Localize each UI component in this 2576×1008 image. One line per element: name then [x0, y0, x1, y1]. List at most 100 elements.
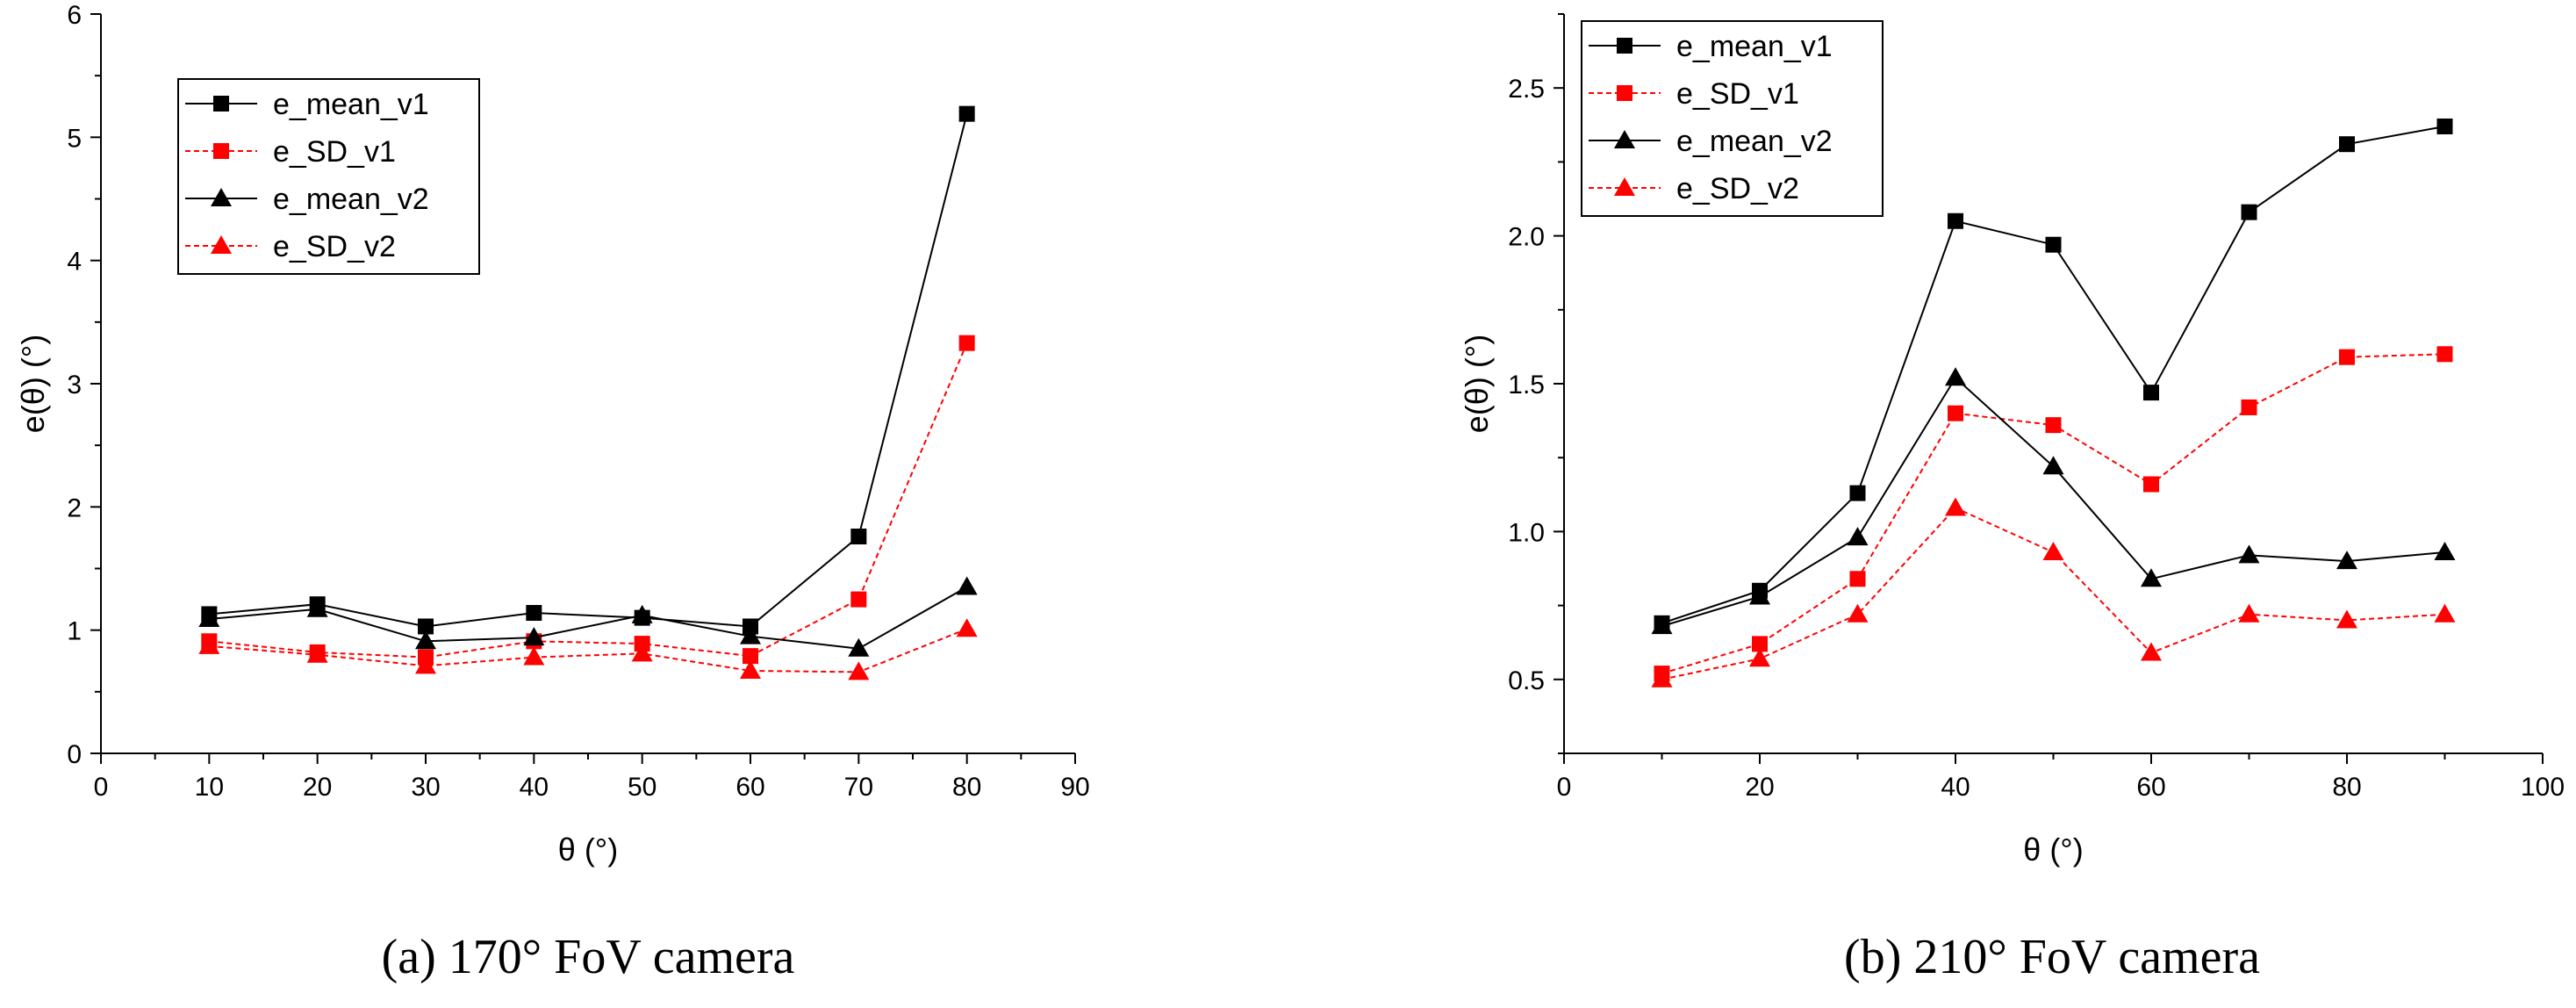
- data-point-e_SD_v2: [198, 635, 220, 654]
- data-point-e_SD_v2: [1945, 497, 1966, 516]
- data-point-e_SD_v2: [2238, 603, 2260, 623]
- data-point-e_mean_v2: [848, 637, 870, 657]
- data-point-e_SD_v1: [2436, 346, 2453, 363]
- legend-marker: [1617, 38, 1632, 54]
- x-tick-label: 80: [2332, 773, 2361, 802]
- data-point-e_mean_v1: [2045, 236, 2062, 253]
- data-point-e_mean_v2: [2434, 541, 2456, 560]
- series-line-e_SD_v1: [1661, 353, 2445, 675]
- series-line-e_SD_v2: [1661, 507, 2445, 680]
- data-point-e_mean_v1: [2143, 385, 2159, 401]
- data-point-e_SD_v2: [1847, 603, 1869, 623]
- data-point-e_SD_v2: [523, 646, 545, 666]
- data-point-e_mean_v2: [415, 630, 436, 650]
- x-tick-label: 50: [628, 773, 657, 802]
- data-point-e_mean_v1: [2436, 118, 2453, 134]
- data-point-e_mean_v2: [1749, 586, 1770, 605]
- data-point-e_SD_v1: [743, 648, 758, 665]
- data-point-e_mean_v1: [2241, 204, 2257, 220]
- legend-label: e_mean_v1: [1676, 30, 1833, 63]
- data-point-e_mean_v2: [2238, 544, 2260, 564]
- y-tick-label: 6: [67, 1, 82, 30]
- data-point-e_mean_v1: [850, 529, 867, 545]
- legend-marker: [1617, 85, 1632, 101]
- legend-label: e_SD_v2: [1676, 172, 1799, 205]
- x-tick-label: 20: [303, 773, 332, 802]
- legend-marker: [213, 96, 229, 112]
- x-tick-label: 90: [1060, 773, 1089, 802]
- y-tick-label: 0: [67, 740, 82, 769]
- legend-label: e_SD_v2: [273, 230, 396, 263]
- data-point-e_SD_v2: [2042, 541, 2064, 560]
- data-point-e_mean_v2: [198, 608, 220, 628]
- series-line-e_SD_v2: [209, 628, 968, 673]
- series-line-e_mean_v2: [209, 586, 968, 650]
- legend-label: e_mean_v2: [1676, 125, 1833, 158]
- data-point-e_mean_v1: [526, 605, 542, 622]
- x-tick-label: 0: [1557, 773, 1572, 802]
- data-point-e_SD_v2: [848, 661, 870, 680]
- data-point-e_SD_v1: [850, 591, 867, 608]
- y-axis-label: e(θ) (°): [1459, 335, 1495, 433]
- legend-label: e_mean_v1: [273, 88, 429, 121]
- legend-label: e_SD_v1: [1676, 77, 1799, 111]
- legend-marker: [1614, 177, 1635, 196]
- data-point-e_mean_v2: [1945, 367, 1966, 386]
- x-tick-label: 100: [2521, 773, 2565, 802]
- y-tick-label: 1.5: [1508, 371, 1545, 400]
- data-point-e_mean_v2: [1847, 527, 1869, 546]
- data-point-e_SD_v1: [2143, 476, 2159, 493]
- data-point-e_SD_v2: [631, 643, 653, 662]
- data-point-e_mean_v2: [956, 576, 978, 595]
- x-tick-label: 80: [952, 773, 981, 802]
- y-tick-label: 2.0: [1508, 223, 1545, 252]
- data-point-e_SD_v1: [1849, 571, 1866, 587]
- data-point-e_SD_v2: [415, 655, 436, 674]
- figure-caption: (b) 210° FoV camera: [1844, 930, 2260, 984]
- legend-marker: [1614, 130, 1635, 148]
- data-point-e_SD_v1: [958, 335, 975, 351]
- data-point-e_SD_v1: [1752, 636, 1768, 652]
- series-line-e_mean_v2: [1661, 376, 2445, 628]
- data-point-e_mean_v2: [2141, 568, 2162, 587]
- y-tick-label: 3: [67, 371, 82, 400]
- legend-marker: [211, 235, 232, 254]
- data-point-e_mean_v1: [958, 105, 975, 122]
- data-point-e_mean_v2: [1651, 616, 1673, 635]
- y-tick-label: 4: [67, 248, 82, 277]
- data-point-e_SD_v1: [2045, 417, 2062, 434]
- legend: e_mean_v1 e_SD_v1 e_mean_v2 e_SD_v2: [1581, 20, 1884, 217]
- y-tick-label: 0.5: [1508, 666, 1545, 695]
- x-tick-label: 40: [1941, 773, 1970, 802]
- y-tick-label: 1: [67, 617, 82, 646]
- data-point-e_SD_v2: [2141, 642, 2162, 661]
- x-tick-label: 60: [735, 773, 764, 802]
- data-point-e_mean_v2: [523, 627, 545, 646]
- data-point-e_SD_v1: [2241, 399, 2257, 415]
- y-tick-label: 1.0: [1508, 518, 1545, 547]
- data-point-e_mean_v1: [2339, 136, 2355, 153]
- y-tick-label: 2: [67, 493, 82, 522]
- series-line-e_mean_v1: [209, 113, 968, 628]
- x-tick-label: 40: [520, 773, 549, 802]
- legend: e_mean_v1 e_SD_v1 e_mean_v2 e_SD_v2: [177, 78, 480, 275]
- legend-label: e_mean_v2: [273, 183, 429, 216]
- data-point-e_SD_v2: [1749, 648, 1770, 667]
- x-tick-label: 10: [195, 773, 224, 802]
- data-point-e_mean_v2: [2042, 456, 2064, 475]
- data-point-e_mean_v2: [306, 598, 328, 617]
- chart-210-fov: 0 20 40 60 80 100 0.5 1.0 1.5 2.0 2.5 θ (°) e(θ) (°)…: [1459, 13, 2565, 984]
- data-point-e_SD_v2: [1651, 668, 1673, 688]
- data-point-e_mean_v1: [1948, 212, 1963, 229]
- data-point-e_SD_v2: [2336, 609, 2357, 629]
- legend-label: e_SD_v1: [273, 135, 396, 169]
- data-point-e_SD_v1: [1948, 405, 1963, 421]
- chart-170-fov: 0 10 20 30 40 50 60 70 80 90 0 1 2 3 4 5 6 θ (°) e(θ) (°) e…: [15, 1, 1090, 984]
- y-tick-label: 2.5: [1508, 75, 1545, 104]
- data-point-e_mean_v2: [2336, 551, 2357, 570]
- x-tick-label: 30: [411, 773, 440, 802]
- figure-caption: (a) 170° FoV camera: [382, 930, 795, 984]
- x-tick-label: 70: [844, 773, 873, 802]
- data-point-e_mean_v2: [740, 625, 761, 644]
